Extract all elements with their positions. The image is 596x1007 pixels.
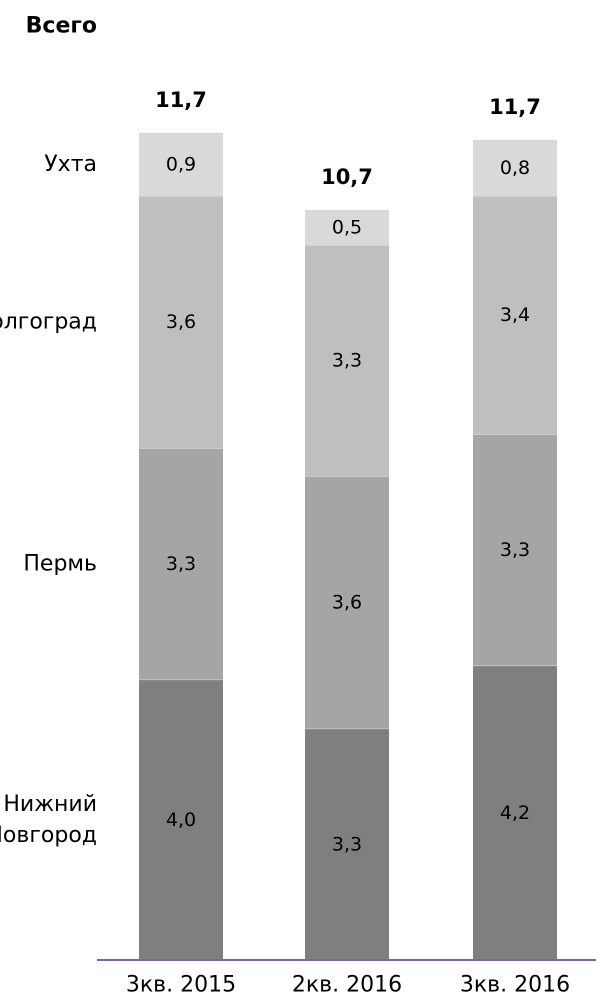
total-value-label: 11,7 xyxy=(489,95,541,119)
bar-segment-пермь-0 xyxy=(139,448,223,680)
bar-segment-пермь-1 xyxy=(305,476,389,729)
x-axis-ticks: 3кв. 2015 2кв. 2016 3кв. 2016 xyxy=(126,973,570,998)
row-labels-layer: Всего Нижний Новгород Пермь Волгоград Ухта xyxy=(0,14,97,848)
segment-value-label: 3,3 xyxy=(500,539,530,561)
bar-segment-нижний-новгород-2 xyxy=(473,665,557,960)
segment-value-label: 0,5 xyxy=(332,216,362,238)
series-label-ухта: Ухта xyxy=(44,152,97,177)
bar-segment-пермь-2 xyxy=(473,434,557,666)
bar-segment-нижний-новгород-1 xyxy=(305,728,389,960)
total-value-label: 10,7 xyxy=(321,165,373,189)
segment-value-label: 0,8 xyxy=(500,157,530,179)
totals-layer: 11,7 10,7 11,7 xyxy=(155,88,541,189)
series-label-нижний-новгород: Новгород xyxy=(0,823,97,848)
bar-segment-ухта-0 xyxy=(139,132,223,196)
segment-value-label: 3,3 xyxy=(166,553,196,575)
segment-value-label: 4,2 xyxy=(500,802,530,824)
bar-segment-волгоград-0 xyxy=(139,195,223,449)
series-label-пермь: Пермь xyxy=(23,551,97,576)
total-value-label: 11,7 xyxy=(155,88,207,112)
segment-value-label: 3,4 xyxy=(500,304,530,326)
bar-segment-нижний-новгород-0 xyxy=(139,679,223,960)
series-label-нижний-новгород: Нижний xyxy=(3,792,97,817)
segment-labels-layer: 4,0 3,3 3,6 0,9 3,3 3,6 3,3 0,5 4,2 3,3 3,4 0,8 xyxy=(166,153,530,855)
bar-segment-волгоград-1 xyxy=(305,244,389,477)
x-tick-label: 2кв. 2016 xyxy=(292,973,402,998)
segment-value-label: 0,9 xyxy=(166,153,196,175)
series-label-волгоград: Волгоград xyxy=(0,310,97,335)
segment-value-label: 4,0 xyxy=(166,809,196,831)
segment-value-label: 3,3 xyxy=(332,350,362,372)
bar-segment-ухта-1 xyxy=(305,209,389,245)
segment-value-label: 3,6 xyxy=(332,591,362,613)
segment-value-label: 3,3 xyxy=(332,833,362,855)
totals-header-label: Всего xyxy=(26,14,97,39)
x-tick-label: 3кв. 2016 xyxy=(460,973,570,998)
x-tick-label: 3кв. 2015 xyxy=(126,973,236,998)
bar-segment-волгоград-2 xyxy=(473,195,557,435)
segment-value-label: 3,6 xyxy=(166,311,196,333)
bars-layer xyxy=(139,132,557,960)
bar-segment-ухта-2 xyxy=(473,139,557,196)
